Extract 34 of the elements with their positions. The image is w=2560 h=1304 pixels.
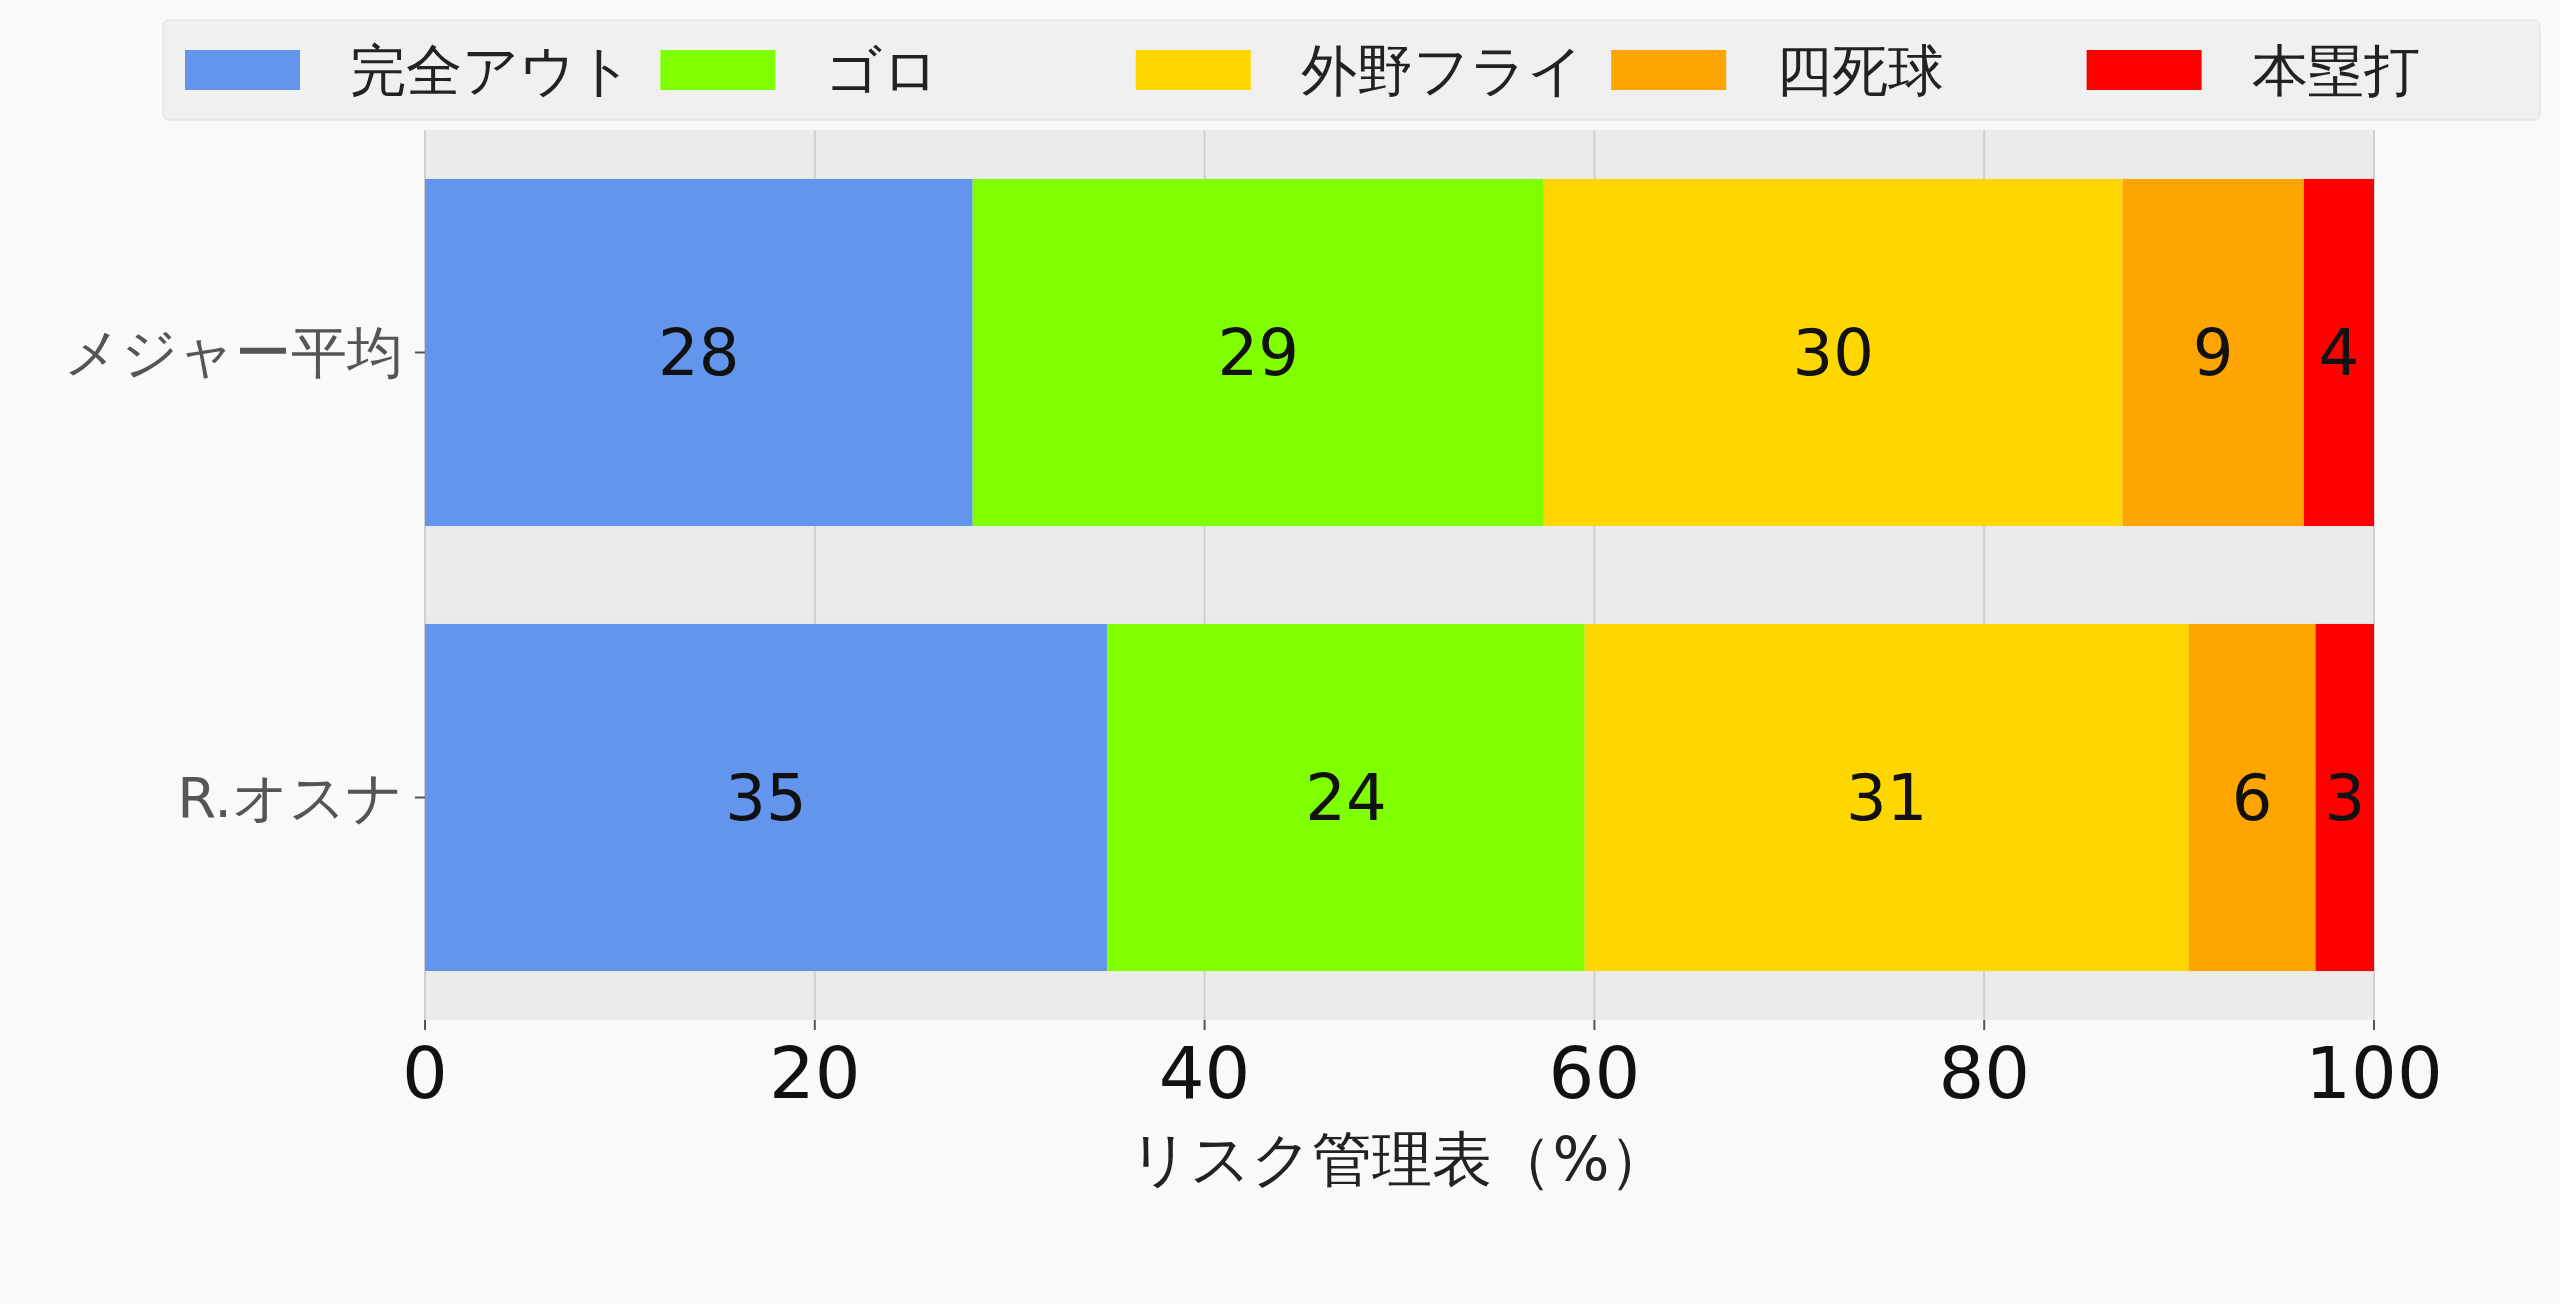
x-tick-label: 20 xyxy=(768,1031,861,1115)
data-label: 28 xyxy=(658,315,740,390)
legend-label: ゴロ xyxy=(825,37,940,103)
y-tick-label: R.オスナ xyxy=(177,765,403,830)
x-tick-label: 0 xyxy=(402,1031,448,1115)
bar xyxy=(425,623,1108,972)
bar xyxy=(2188,623,2316,972)
bar xyxy=(2303,178,2374,527)
data-label: 4 xyxy=(2318,315,2360,390)
y-tick-label: メジャー平均 xyxy=(64,320,403,385)
bar xyxy=(425,178,973,527)
data-label: 35 xyxy=(725,760,807,835)
x-tick-label: 80 xyxy=(1938,1031,2031,1115)
bar xyxy=(1543,178,2123,527)
data-label: 31 xyxy=(1846,760,1928,835)
data-label: 29 xyxy=(1217,315,1299,390)
data-label: 6 xyxy=(2231,760,2273,835)
data-label: 9 xyxy=(2192,315,2234,390)
bar xyxy=(1107,623,1585,972)
x-tick-label: 40 xyxy=(1158,1031,1251,1115)
legend-label: 外野フライ xyxy=(1300,37,1584,103)
legend-label: 本塁打 xyxy=(2251,37,2420,103)
bar xyxy=(1584,623,2189,972)
bar xyxy=(2122,178,2304,527)
legend-label: 完全アウト xyxy=(350,37,633,103)
bar xyxy=(972,178,1544,527)
data-label: 24 xyxy=(1305,760,1387,835)
x-tick-label: 100 xyxy=(2305,1031,2443,1115)
x-tick-label: 60 xyxy=(1548,1031,1641,1115)
bar xyxy=(2315,623,2374,972)
data-label: 3 xyxy=(2324,760,2366,835)
data-label: 30 xyxy=(1792,315,1874,390)
x-axis-title: リスク管理表（%） xyxy=(1129,1124,1670,1194)
legend-label: 四死球 xyxy=(1776,37,1945,103)
